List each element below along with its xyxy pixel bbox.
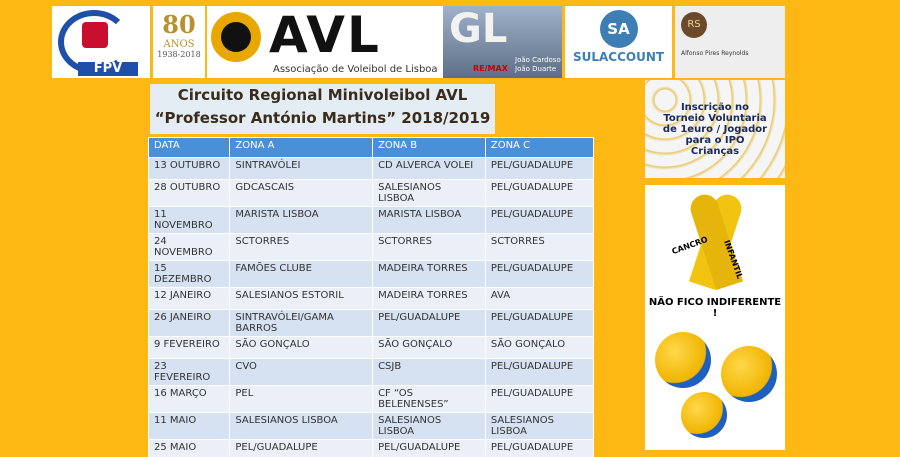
sa-logo: SA SULACCOUNT [565,6,672,78]
table-cell: PEL/GUADALUPE [372,309,486,337]
avl-logo: AVL Associação de Voleibol de Lisboa [207,6,443,78]
gl-name: João Duarte [515,65,557,73]
sa-text: SA [599,10,638,48]
indiferente: NÃO FICO INDIFERENTE ! [648,297,782,319]
table-cell: PEL/GUADALUPE [484,179,595,207]
table-cell: 11 MAIO [147,412,231,440]
anos-word: ANOS [163,39,195,50]
table-cell: PEL/GUADALUPE [484,260,595,288]
table-cell: AVA [484,287,595,310]
table-cell: CVO [229,358,374,386]
table-cell: PEL/GUADALUPE [229,439,374,457]
table-row: 9 FEVEREIRO SÃO GONÇALO SÃO GONÇALO SÃO GON… [147,336,595,359]
table-cell: 26 JANEIRO [147,309,231,337]
fpv-logo: FPV [52,6,150,78]
table-cell: 9 FEVEREIRO [147,336,231,359]
table-cell: 25 MAIO [147,439,231,457]
table-cell: MARISTA LISBOA [229,206,374,234]
table-cell: SÃO GONÇALO [229,336,374,359]
ribbon-panel: CANCRO INFANTIL NÃO FICO INDIFERENTE ! [645,185,785,319]
table-cell: MADEIRA TORRES [372,260,486,288]
table-cell: FAMÕES CLUBE [229,260,374,288]
avl-text: AVL [269,6,381,64]
table-row: 12 JANEIRO SALESIANOS ESTORIL MADEIRA TORR… [147,287,595,310]
table-row: 16 MARÇO PEL CF “OS BELENENSES” PEL/GUADALU… [147,385,595,413]
title-line: Circuito Regional Minivoleibol AVL [177,86,468,104]
table-cell: MADEIRA TORRES [372,287,486,310]
schedule-table: DATA ZONA A ZONA B ZONA C 13 OUTUBRO SINTRAVÓ… [147,137,595,457]
column-header: ZONA B [372,137,486,158]
table-cell: SCTORRES [484,233,595,261]
table-row: 25 MAIO PEL/GUADALUPE PEL/GUADALUPE PEL/GUA… [147,439,595,457]
table-row: 15 DEZEMBRO FAMÕES CLUBE MADEIRA TORRES PEL… [147,260,595,288]
table-cell: SINTRAVÓLEI [229,157,374,180]
table-cell: SÃO GONÇALO [372,336,486,359]
table-cell: PEL/GUADALUPE [484,385,595,413]
table-cell: SALESIANOS ESTORIL [229,287,374,310]
table-cell: CSJB [372,358,486,386]
gl-text: GL [449,6,508,52]
table-cell: SCTORRES [372,233,486,261]
column-header: ZONA A [229,137,374,158]
table-row: 11 MAIO SALESIANOS LISBOA SALESIANOS LISBO… [147,412,595,440]
table-cell: PEL/GUADALUPE [484,439,595,457]
table-cell: SINTRAVÓLEI/GAMA BARROS [229,309,374,337]
table-cell: 28 OUTUBRO [147,179,231,207]
table-cell: 23 FEVEREIRO [147,358,231,386]
table-cell: SCTORRES [229,233,374,261]
rs-name: Alfonso Pires Reynolds [681,50,749,57]
avl-subtitle: Associação de Voleibol de Lisboa [273,64,438,75]
table-cell: MARISTA LISBOA [372,206,486,234]
table-cell: SALESIANOS LISBOA [372,412,486,440]
gl-name: João Cardoso [515,56,561,64]
table-row: 28 OUTUBRO GDCASCAIS SALESIANOS LISBOA PEL/… [147,179,595,207]
table-row: 13 OUTUBRO SINTRAVÓLEI CD ALVERCA VOLEI PEL… [147,157,595,180]
column-header: ZONA C [484,137,595,158]
table-cell: 12 JANEIRO [147,287,231,310]
table-cell: PEL/GUADALUPE [484,157,595,180]
ipo-text: Inscrição no Torneio Voluntaria de 1euro… [662,101,768,157]
table-cell: CF “OS BELENENSES” [372,385,486,413]
table-cell: SALESIANOS LISBOA [229,412,374,440]
table-cell: 13 OUTUBRO [147,157,231,180]
anos-number: 80 [162,10,196,39]
table-cell: CD ALVERCA VOLEI [372,157,486,180]
table-cell: SALESIANOS LISBOA [372,179,486,207]
table-cell: 24 NOVEMBRO [147,233,231,261]
table-row: 24 NOVEMBRO SCTORRES SCTORRES SCTORRES [147,233,595,261]
anos-logo: 80 ANOS 1938-2018 [153,6,205,78]
rs-logo: RS Alfonso Pires Reynolds [675,6,785,78]
table-cell: PEL [229,385,374,413]
rs-text: RS [681,12,707,38]
gl-logo: GL RE/MAX João Cardoso João Duarte [443,6,562,78]
table-cell: 16 MARÇO [147,385,231,413]
anos-years: 1938-2018 [157,50,201,59]
title: Circuito Regional Minivoleibol AVL “Prof… [150,84,495,134]
remax: RE/MAX [473,64,508,73]
fpv-text: FPV [78,62,138,76]
table-cell: PEL/GUADALUPE [484,206,595,234]
balls-panel [645,318,785,450]
table-cell: PEL/GUADALUPE [372,439,486,457]
table-cell: PEL/GUADALUPE [484,358,595,386]
table-cell: SALESIANOS LISBOA [484,412,595,440]
table-row: 11 NOVEMBRO MARISTA LISBOA MARISTA LISBOA P… [147,206,595,234]
ipo-panel: Inscrição no Torneio Voluntaria de 1euro… [645,80,785,178]
table-row: 26 JANEIRO SINTRAVÓLEI/GAMA BARROS PEL/GUA… [147,309,595,337]
title-line: “Professor António Martins” 2018/2019 [154,109,491,127]
sulaccount: SULACCOUNT [572,50,665,64]
table-cell: SÃO GONÇALO [484,336,595,359]
table-cell: GDCASCAIS [229,179,374,207]
table-cell: 11 NOVEMBRO [147,206,231,234]
table-cell: 15 DEZEMBRO [147,260,231,288]
table-row: 23 FEVEREIRO CVO CSJB PEL/GUADALUPE [147,358,595,386]
column-header: DATA [147,137,231,158]
table-cell: PEL/GUADALUPE [484,309,595,337]
